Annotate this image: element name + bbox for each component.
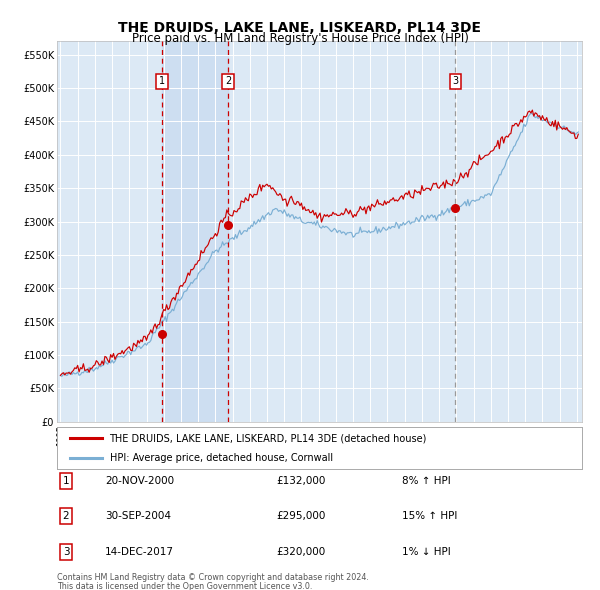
Text: 1% ↓ HPI: 1% ↓ HPI bbox=[402, 547, 451, 556]
Text: 8% ↑ HPI: 8% ↑ HPI bbox=[402, 476, 451, 486]
Text: £320,000: £320,000 bbox=[276, 547, 325, 556]
Text: 15% ↑ HPI: 15% ↑ HPI bbox=[402, 512, 457, 521]
Bar bbox=[162, 41, 228, 422]
Text: THE DRUIDS, LAKE LANE, LISKEARD, PL14 3DE: THE DRUIDS, LAKE LANE, LISKEARD, PL14 3D… bbox=[119, 21, 482, 35]
Text: THE DRUIDS, LAKE LANE, LISKEARD, PL14 3DE (detached house): THE DRUIDS, LAKE LANE, LISKEARD, PL14 3D… bbox=[110, 433, 427, 443]
Text: 1: 1 bbox=[62, 476, 70, 486]
Text: Price paid vs. HM Land Registry's House Price Index (HPI): Price paid vs. HM Land Registry's House … bbox=[131, 32, 469, 45]
Text: 2: 2 bbox=[62, 512, 70, 521]
Text: 2: 2 bbox=[225, 76, 232, 86]
Text: HPI: Average price, detached house, Cornwall: HPI: Average price, detached house, Corn… bbox=[110, 453, 332, 463]
Text: 1: 1 bbox=[159, 76, 165, 86]
Text: 3: 3 bbox=[452, 76, 458, 86]
Text: 3: 3 bbox=[62, 547, 70, 556]
Text: £295,000: £295,000 bbox=[276, 512, 325, 521]
Text: 14-DEC-2017: 14-DEC-2017 bbox=[105, 547, 174, 556]
Text: 20-NOV-2000: 20-NOV-2000 bbox=[105, 476, 174, 486]
Text: 30-SEP-2004: 30-SEP-2004 bbox=[105, 512, 171, 521]
Text: This data is licensed under the Open Government Licence v3.0.: This data is licensed under the Open Gov… bbox=[57, 582, 313, 590]
Text: £132,000: £132,000 bbox=[276, 476, 325, 486]
Text: Contains HM Land Registry data © Crown copyright and database right 2024.: Contains HM Land Registry data © Crown c… bbox=[57, 573, 369, 582]
